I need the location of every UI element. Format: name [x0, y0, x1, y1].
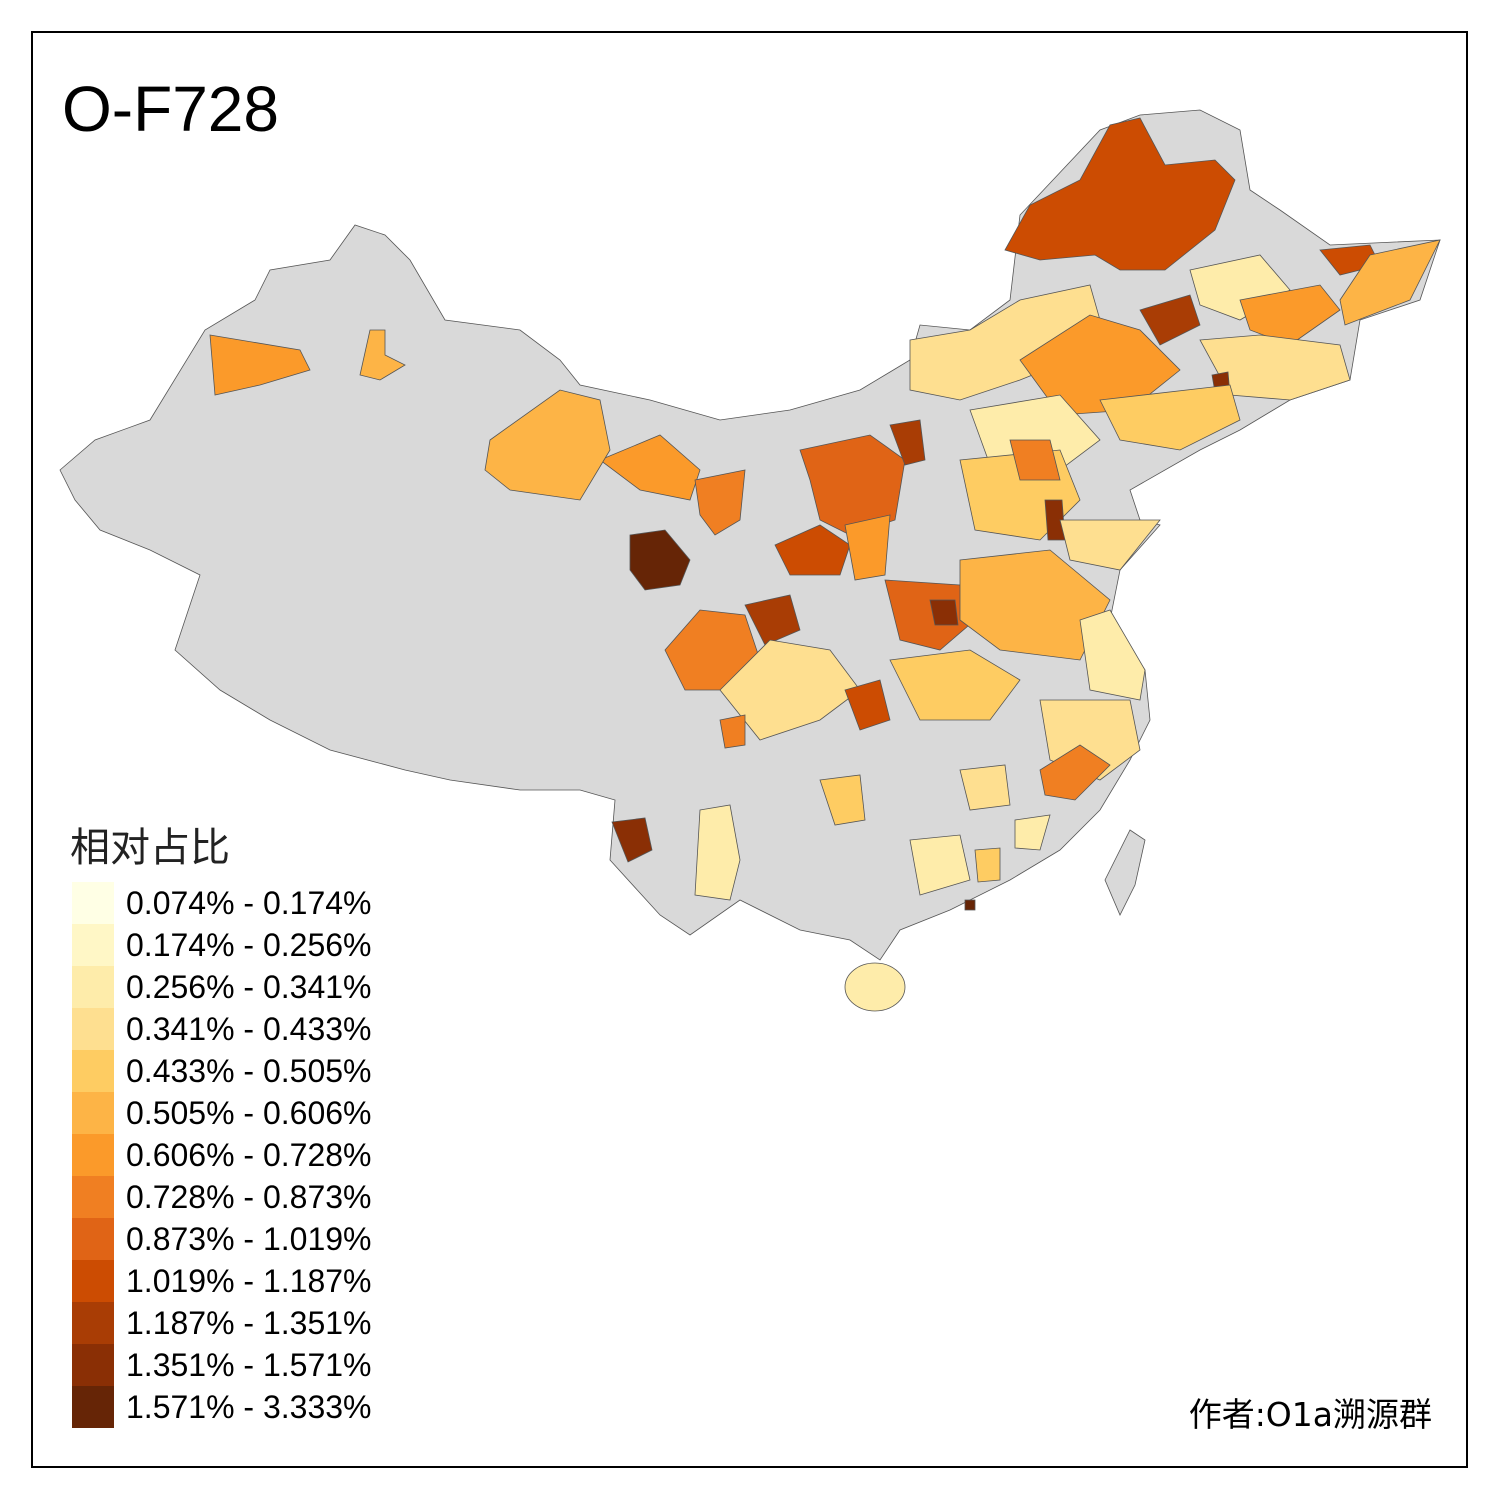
- china-outline: [59, 109, 1441, 961]
- region: [819, 774, 866, 826]
- region: [974, 847, 1001, 883]
- region: [611, 817, 653, 863]
- region: [844, 679, 891, 731]
- region: [1014, 814, 1051, 851]
- map-title: O-F728: [62, 73, 279, 145]
- legend-label: 0.873% - 1.019%: [126, 1220, 372, 1257]
- region: [909, 834, 971, 896]
- hainan-island: [844, 962, 906, 1012]
- legend-label: 1.571% - 3.333%: [126, 1388, 372, 1425]
- legend-swatch: [72, 882, 114, 924]
- legend-label: 0.174% - 0.256%: [126, 926, 372, 963]
- region: [484, 389, 611, 501]
- taiwan-island: [1104, 829, 1146, 916]
- legend-item: 0.341% - 0.433%: [72, 1008, 372, 1050]
- legend-label: 0.341% - 0.433%: [126, 1010, 372, 1047]
- region: [1009, 439, 1061, 481]
- region: [774, 524, 851, 576]
- legend-item: 1.187% - 1.351%: [72, 1302, 372, 1344]
- legend-swatch: [72, 1344, 114, 1386]
- region: [959, 764, 1011, 811]
- legend-swatch: [72, 966, 114, 1008]
- region: [1339, 239, 1441, 326]
- legend-label: 0.606% - 0.728%: [126, 1136, 372, 1173]
- legend-label: 0.256% - 0.341%: [126, 968, 372, 1005]
- legend-swatch: [72, 1386, 114, 1428]
- legend-title: 相对占比: [70, 825, 230, 871]
- region: [694, 804, 741, 901]
- region: [964, 899, 976, 911]
- legend-swatch: [72, 1218, 114, 1260]
- legend-swatch: [72, 1134, 114, 1176]
- region: [1039, 744, 1111, 801]
- legend-swatch: [72, 1008, 114, 1050]
- region: [929, 599, 959, 626]
- legend-item: 1.351% - 1.571%: [72, 1344, 372, 1386]
- legend-label: 0.433% - 0.505%: [126, 1052, 372, 1089]
- region: [969, 394, 1101, 471]
- legend-item: 0.606% - 0.728%: [72, 1134, 372, 1176]
- region: [889, 419, 926, 466]
- legend-label: 0.505% - 0.606%: [126, 1094, 372, 1131]
- region: [844, 514, 891, 581]
- region: [889, 649, 1021, 721]
- legend-item: 0.433% - 0.505%: [72, 1050, 372, 1092]
- region: [744, 594, 801, 646]
- legend-swatch: [72, 924, 114, 966]
- region: [359, 329, 406, 381]
- legend-label: 0.074% - 0.174%: [126, 884, 372, 921]
- legend-item: 0.505% - 0.606%: [72, 1092, 372, 1134]
- legend-swatch: [72, 1092, 114, 1134]
- legend-item: 1.571% - 3.333%: [72, 1386, 372, 1428]
- legend-label: 0.728% - 0.873%: [126, 1178, 372, 1215]
- region: [629, 529, 691, 591]
- region: [1059, 519, 1161, 571]
- region: [1239, 284, 1341, 346]
- region: [884, 579, 976, 651]
- region: [1004, 117, 1236, 271]
- legend-item: 0.728% - 0.873%: [72, 1176, 372, 1218]
- legend-label: 1.019% - 1.187%: [126, 1262, 372, 1299]
- region: [209, 334, 311, 396]
- legend-item: 0.174% - 0.256%: [72, 924, 372, 966]
- author-credit: 作者:O1a溯源群: [1188, 1395, 1432, 1434]
- region: [599, 434, 701, 501]
- legend-swatch: [72, 1176, 114, 1218]
- legend-item: 0.074% - 0.174%: [72, 882, 372, 924]
- region: [1139, 294, 1201, 346]
- legend-swatch: [72, 1260, 114, 1302]
- region: [694, 469, 746, 536]
- legend-label: 1.187% - 1.351%: [126, 1304, 372, 1341]
- map-frame: [31, 31, 1468, 1468]
- legend-item: 1.019% - 1.187%: [72, 1260, 372, 1302]
- region: [719, 714, 746, 749]
- legend-swatch: [72, 1050, 114, 1092]
- legend-label: 1.351% - 1.571%: [126, 1346, 372, 1383]
- legend-item: 0.256% - 0.341%: [72, 966, 372, 1008]
- legend-swatch: [72, 1302, 114, 1344]
- legend-item: 0.873% - 1.019%: [72, 1218, 372, 1260]
- region: [959, 549, 1111, 661]
- region: [1079, 609, 1146, 701]
- legend: 0.074% - 0.174% 0.174% - 0.256% 0.256% - 0…: [72, 882, 372, 1428]
- region: [1099, 384, 1241, 451]
